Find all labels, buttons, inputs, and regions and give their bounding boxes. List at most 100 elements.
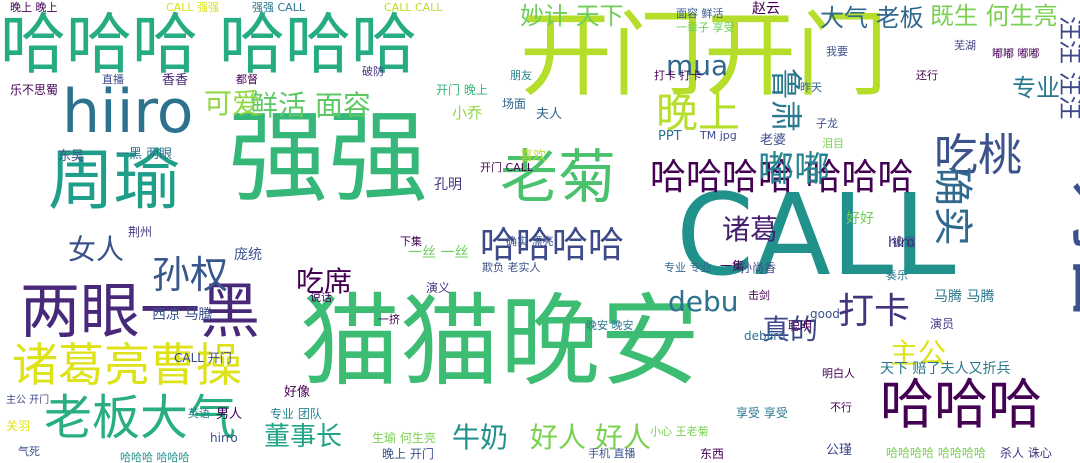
small-word: 夫人	[536, 107, 563, 122]
small-word: 专业 团队	[270, 407, 322, 421]
small-word: 不行	[830, 401, 852, 414]
small-word: 开门 晚上	[436, 83, 488, 97]
word: 女人	[68, 233, 125, 266]
small-word: 都督	[236, 73, 258, 86]
word: 老板大气	[44, 390, 237, 446]
small-word: 赵云	[752, 1, 780, 17]
small-word: 公瑾	[826, 443, 853, 458]
small-word: 强强 CALL	[252, 1, 305, 14]
small-word: 气死	[18, 445, 40, 458]
small-word: 说话	[310, 291, 332, 304]
word: 哈哈哈哈	[480, 225, 625, 266]
small-word: 朋友	[510, 69, 532, 82]
small-word: TM jpg	[700, 129, 737, 142]
word: 孙权	[152, 253, 229, 297]
word: 妙计 天下	[520, 2, 624, 30]
small-word: 直播	[102, 73, 124, 86]
small-word: 荆州	[128, 225, 153, 239]
word: 主公	[890, 337, 947, 370]
small-word: good	[810, 307, 840, 321]
word: 哈哈哈 哈哈哈	[0, 6, 417, 83]
small-word: 东西	[700, 447, 725, 461]
small-word: 主公 开门	[6, 395, 50, 406]
word: 可爱	[204, 87, 261, 120]
word: 猫猫晚安	[300, 283, 700, 400]
word: 好人 好人	[530, 421, 651, 454]
small-word: 面容 鲜活	[676, 7, 724, 20]
small-word: 击剑	[748, 289, 770, 302]
word: 汪汪 汪汪	[1056, 16, 1080, 120]
small-word: hirro	[210, 431, 238, 445]
small-word: 打卡 打卡	[654, 69, 702, 82]
small-word: 东吴	[58, 149, 85, 164]
word: 强强	[228, 99, 428, 216]
word: 真的	[762, 313, 819, 346]
small-word: 下集	[400, 235, 422, 248]
small-word: 天下 赔了夫人又折兵	[880, 361, 1011, 377]
small-word: 香香	[162, 73, 189, 88]
word: 确实	[929, 166, 975, 246]
small-word: hiro	[888, 235, 915, 251]
small-word: 英语	[188, 407, 210, 420]
word: 既生 何生亮	[930, 2, 1058, 30]
word: 鲁肃	[767, 68, 805, 133]
small-word: 一挤	[378, 313, 400, 326]
small-word: 一集	[720, 259, 745, 273]
word: debu	[668, 285, 739, 318]
small-word: 子龙	[816, 117, 838, 130]
small-word: 老婆	[760, 133, 787, 148]
small-word: 被窝	[892, 235, 917, 249]
small-word: 演员	[930, 317, 955, 331]
small-word: 聪明	[788, 319, 813, 333]
word: 嘟嘟	[758, 149, 831, 190]
word: 鲜活 面容	[250, 89, 371, 122]
small-word: 生瑜 何生亮	[372, 431, 436, 445]
small-word: 喜欢	[520, 149, 547, 164]
small-word: 芜湖	[954, 39, 976, 52]
small-word: CALL CALL	[384, 1, 443, 14]
small-word: 好像	[284, 385, 311, 400]
small-word: CALL 开门	[174, 351, 232, 365]
word: 吃桃	[934, 130, 1022, 181]
small-word: CALL 强强	[166, 1, 219, 14]
word: 哈哈哈哈 哈哈哈	[650, 157, 914, 198]
small-word: 泪目	[822, 137, 844, 150]
small-word: 一辈子 享受	[676, 21, 735, 34]
small-word: 确实 漂亮	[506, 235, 554, 248]
small-word: 小乔	[452, 104, 483, 122]
small-word: 男人	[216, 407, 243, 422]
word: 周瑜	[48, 142, 180, 219]
small-word: 昨天	[800, 81, 822, 94]
small-word: 好好	[846, 211, 874, 227]
small-word: 开门 CALL	[480, 161, 533, 174]
word: 大气 老板	[820, 4, 924, 32]
small-word: 孙尚香	[740, 261, 777, 275]
word: 晚上	[656, 88, 741, 137]
small-word: 晚上 开门	[382, 447, 434, 461]
word: 打卡	[838, 291, 911, 332]
small-word: 手机 直播	[588, 447, 636, 460]
small-word: 晚上 晚上	[10, 1, 58, 14]
word: 诸葛亮曹操	[12, 338, 242, 392]
word: 哈哈哈	[880, 373, 1042, 436]
small-word: 哈哈哈 哈哈哈	[120, 451, 190, 463]
word: 吃席	[296, 265, 353, 298]
small-word: 一黑 两眼	[116, 147, 173, 162]
small-word: 专业 专业	[664, 261, 712, 274]
small-word: 破防	[362, 65, 384, 78]
small-word: 孔明	[434, 177, 462, 193]
small-word: 明白人	[822, 367, 855, 380]
small-word: 关羽	[6, 419, 31, 433]
small-word: 奏乐	[886, 269, 908, 282]
word: mua	[666, 49, 729, 82]
small-word: 庞统	[234, 247, 262, 263]
small-word: 享受 享受	[736, 406, 788, 420]
word: 两眼一黑	[20, 277, 260, 347]
small-word: PPT	[658, 129, 682, 144]
word: hiiro	[62, 77, 194, 147]
small-word: 我要	[826, 45, 848, 58]
small-word: 一丝 一丝	[408, 245, 469, 261]
small-word: 还行	[916, 69, 938, 82]
small-word: 杀人 诛心	[1000, 446, 1052, 460]
